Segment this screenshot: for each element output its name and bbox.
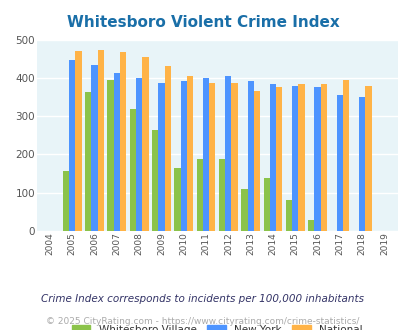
Bar (253, 91, 259, 231)
Bar (225, 76, 231, 231)
Bar (196, 159, 202, 231)
Bar (320, 84, 326, 231)
Bar (231, 83, 237, 231)
Bar (130, 109, 136, 231)
Text: Crime Index corresponds to incidents per 100,000 inhabitants: Crime Index corresponds to incidents per… (41, 294, 364, 304)
Bar (218, 159, 225, 231)
Bar (186, 76, 193, 231)
Bar (180, 81, 186, 231)
Bar (136, 78, 142, 231)
Bar (269, 84, 275, 231)
Bar (298, 84, 304, 231)
Bar (174, 168, 180, 231)
Bar (209, 83, 215, 231)
Bar (263, 178, 269, 231)
Bar (63, 171, 69, 231)
Bar (358, 97, 364, 231)
Bar (107, 80, 113, 231)
Bar (119, 52, 126, 231)
Bar (275, 87, 281, 231)
Bar (75, 51, 81, 231)
Bar (85, 92, 91, 231)
Bar (364, 86, 371, 231)
Bar (241, 189, 247, 231)
Bar (91, 65, 98, 231)
Bar (247, 81, 253, 231)
Bar (336, 95, 342, 231)
Text: Whitesboro Violent Crime Index: Whitesboro Violent Crime Index (66, 15, 339, 30)
Bar (342, 80, 348, 231)
Bar (292, 85, 298, 231)
Bar (285, 200, 292, 231)
Bar (142, 57, 148, 231)
Bar (307, 219, 314, 231)
Bar (113, 73, 119, 231)
Bar (69, 60, 75, 231)
Legend: Whitesboro Village, New York, National: Whitesboro Village, New York, National (67, 320, 366, 330)
Bar (314, 87, 320, 231)
Text: © 2025 CityRating.com - https://www.cityrating.com/crime-statistics/: © 2025 CityRating.com - https://www.city… (46, 317, 359, 326)
Bar (202, 78, 209, 231)
Bar (98, 50, 104, 231)
Bar (164, 66, 171, 231)
Bar (158, 83, 164, 231)
Bar (152, 130, 158, 231)
